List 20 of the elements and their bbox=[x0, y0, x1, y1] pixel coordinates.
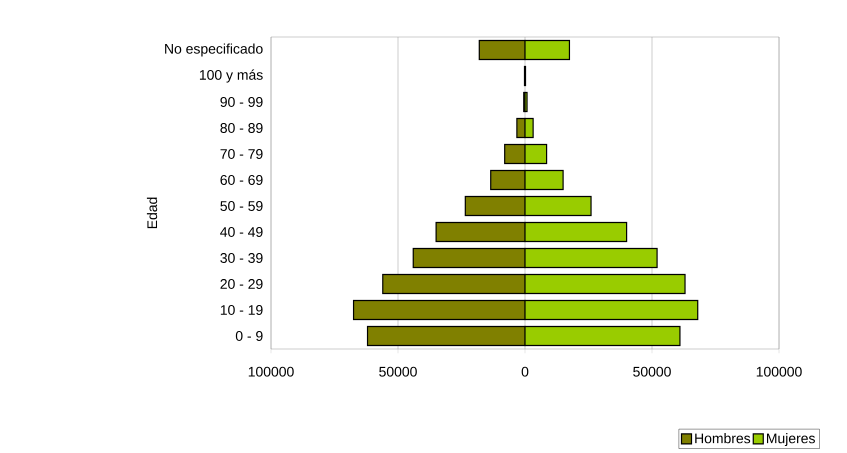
y-tick-label: 20 - 29 bbox=[220, 279, 263, 289]
legend-label: Hombres bbox=[695, 433, 750, 444]
x-tick-label: 50000 bbox=[379, 366, 417, 377]
y-tick-label: 100 y más bbox=[200, 69, 263, 83]
x-tick-label: 100000 bbox=[756, 366, 802, 377]
x-tick-label: 100000 bbox=[248, 366, 294, 377]
y-tick-label: No especificado bbox=[165, 44, 263, 56]
x-tick-label: 50000 bbox=[633, 366, 671, 377]
y-tick-label: 30 - 39 bbox=[220, 253, 263, 263]
y-tick-label: 70 - 79 bbox=[220, 149, 263, 159]
x-tick-label: 0 bbox=[522, 366, 528, 377]
y-tick-label: 40 - 49 bbox=[220, 227, 263, 237]
y-tick-label: 90 - 99 bbox=[220, 97, 263, 107]
y-tick-label: 60 - 69 bbox=[220, 175, 263, 185]
y-tick-label: 80 - 89 bbox=[220, 123, 263, 133]
legend-label: Mujeres bbox=[766, 433, 815, 446]
y-tick-label: 50 - 59 bbox=[220, 201, 263, 211]
y-tick-label: 10 - 19 bbox=[220, 305, 263, 315]
y-axis-title: Edad bbox=[146, 198, 158, 228]
y-tick-label: 0 - 9 bbox=[236, 331, 263, 341]
